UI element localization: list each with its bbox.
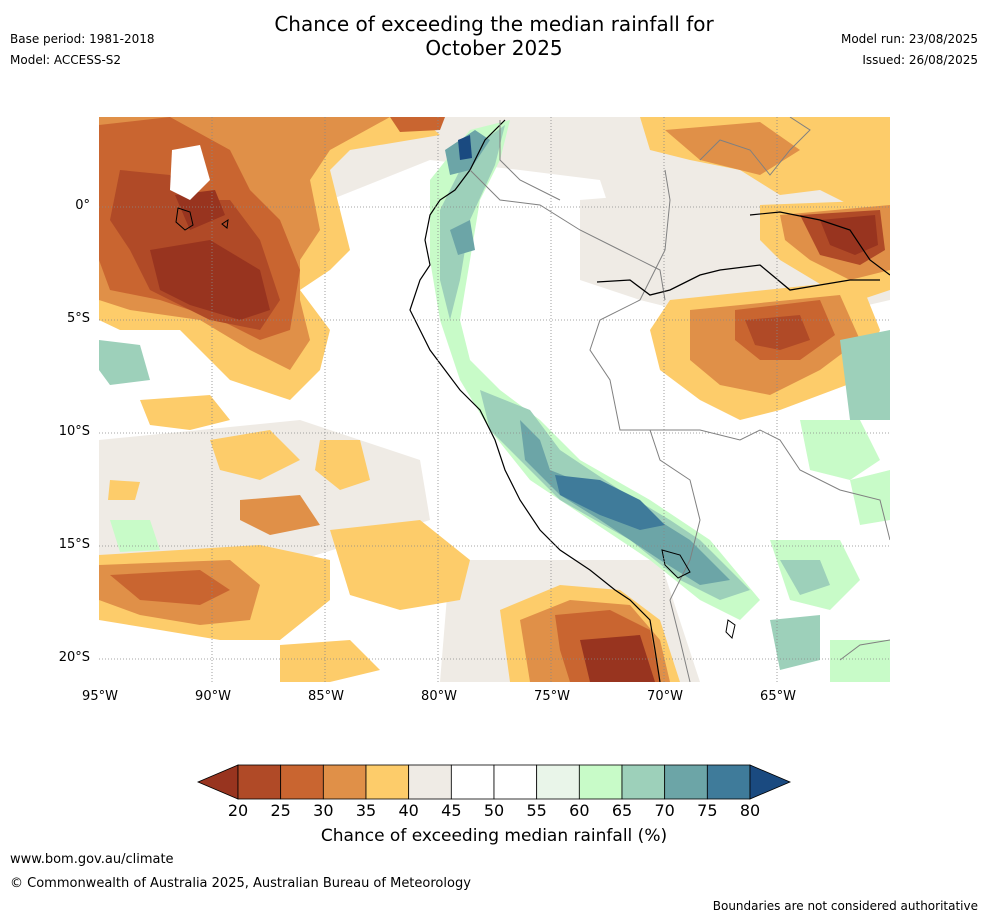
lon-label-80w: 80°W xyxy=(421,689,457,704)
colorbar-tick-label: 20 xyxy=(227,801,249,820)
colorbar-tick-label: 65 xyxy=(611,801,633,820)
lon-label-95w: 95°W xyxy=(82,689,118,704)
lon-label-65w: 65°W xyxy=(760,689,796,704)
colorbar-tick-label: 60 xyxy=(569,801,590,820)
lat-label-15s: 15°S xyxy=(58,537,90,552)
colorbar-segment xyxy=(664,764,708,800)
colorbar-segment xyxy=(365,764,410,800)
colorbar-tick-label: 80 xyxy=(739,801,761,820)
lon-label-90w: 90°W xyxy=(195,689,231,704)
copyright-text: © Commonwealth of Australia 2025, Austra… xyxy=(10,876,471,891)
website-text: www.bom.gov.au/climate xyxy=(10,852,174,867)
colorbar-tick-label: 55 xyxy=(526,801,547,820)
lon-label-75w: 75°W xyxy=(534,689,570,704)
lon-label-85w: 85°W xyxy=(308,689,344,704)
colorbar-segment xyxy=(322,764,367,800)
colorbar-segment xyxy=(621,764,666,800)
colorbar-segment xyxy=(536,764,580,800)
colorbar-tick-label: 45 xyxy=(441,801,462,820)
colorbar-segment xyxy=(450,764,495,800)
colorbar-tick-label: 25 xyxy=(270,801,291,820)
meta-right: Model run: 23/08/2025 Issued: 26/08/2025 xyxy=(841,29,978,71)
colorbar-tick-label: 70 xyxy=(654,801,675,820)
model-run-text: Model run: 23/08/2025 xyxy=(840,32,978,46)
colorbar-tick-label: 40 xyxy=(398,801,419,820)
disclaimer-text: Boundaries are not considered authoritat… xyxy=(712,899,978,913)
colorbar-over-arrow xyxy=(749,764,792,800)
lon-label-70w: 70°W xyxy=(647,689,683,704)
issued-text: Issued: 26/08/2025 xyxy=(862,53,978,67)
lat-label-10s: 10°S xyxy=(58,424,90,439)
map-title: Chance of exceeding the median rainfall … xyxy=(0,12,988,60)
meta-left: Base period: 1981-2018 Model: ACCESS-S2 xyxy=(10,29,155,71)
map-title-line2: October 2025 xyxy=(425,36,563,60)
colorbar-under-arrow xyxy=(196,764,239,800)
map-title-line1: Chance of exceeding the median rainfall … xyxy=(274,12,714,36)
base-period-text: Base period: 1981-2018 xyxy=(10,32,155,46)
colorbar-label: Chance of exceeding median rainfall (%) xyxy=(320,826,668,846)
colorbar-tick-label: 75 xyxy=(697,801,718,820)
colorbar-segment xyxy=(237,764,282,800)
model-text: Model: ACCESS-S2 xyxy=(10,53,122,67)
gridlines xyxy=(99,117,890,682)
colorbar-tick-label: 50 xyxy=(483,801,505,820)
rainfall-contours xyxy=(99,117,890,682)
lat-label-0: 0° xyxy=(75,198,90,213)
colorbar-segment xyxy=(578,764,623,800)
lat-label-5s: 5°S xyxy=(66,311,90,326)
colorbar xyxy=(196,764,792,800)
colorbar-segment xyxy=(706,764,751,800)
lat-label-20s: 20°S xyxy=(58,650,90,665)
colorbar-segment xyxy=(408,764,452,800)
colorbar-segment xyxy=(493,764,538,800)
colorbar-tick-label: 30 xyxy=(313,801,334,820)
colorbar-segment xyxy=(280,764,324,800)
colorbar-tick-label: 35 xyxy=(355,801,377,820)
